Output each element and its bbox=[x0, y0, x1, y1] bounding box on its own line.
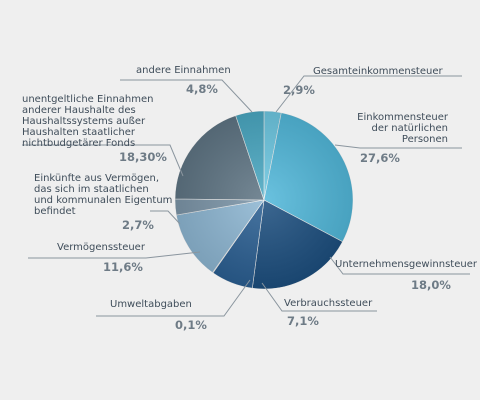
value-vermoegenssteuer: 11,6% bbox=[103, 260, 143, 274]
leader-line-7 bbox=[22, 144, 184, 177]
label-einkuenfte-aus-vermoegen: Einkünfte aus Vermögen, das sich im staa… bbox=[34, 173, 172, 217]
value-verbrauchssteuer: 7,1% bbox=[287, 314, 319, 328]
label-unentgeltliche-einnahmen: unentgeltliche Einnahmen anderer Haushal… bbox=[22, 94, 153, 149]
label-line: anderer Haushalte des bbox=[22, 105, 136, 116]
label-gesamteinkommensteuer: Gesamteinkommensteuer bbox=[313, 66, 443, 77]
leader-line-6 bbox=[150, 210, 181, 225]
leader-line-2 bbox=[329, 256, 470, 275]
label-andere-einnahmen: andere Einnahmen bbox=[136, 65, 231, 76]
value-einkuenfte-aus-vermoegen: 2,7% bbox=[122, 218, 154, 232]
label-line: nichtbudgetärer Fonds bbox=[22, 138, 136, 149]
label-line: der natürlichen bbox=[371, 123, 448, 134]
label-line: Einkommensteuer bbox=[357, 112, 448, 123]
label-line: Haushaltssystems außer bbox=[22, 116, 146, 127]
label-line: Haushalten staatlicher bbox=[22, 127, 135, 138]
value-unentgeltliche-einnahmen: 18,30% bbox=[119, 150, 167, 164]
label-einkommensteuer: Einkommensteuer der natürlichen Personen bbox=[330, 112, 448, 145]
leader-line-3 bbox=[261, 282, 377, 312]
label-vermoegenssteuer: Vermögenssteuer bbox=[57, 242, 145, 253]
label-line: das sich im staatlichen bbox=[34, 184, 149, 195]
value-andere-einnahmen: 4,8% bbox=[186, 82, 218, 96]
label-line: und kommunalen Eigentum bbox=[34, 195, 173, 206]
leader-line-1 bbox=[334, 144, 462, 149]
leader-line-4 bbox=[96, 279, 251, 317]
value-gesamteinkommensteuer: 2,9% bbox=[283, 83, 315, 97]
label-line: befindet bbox=[34, 206, 76, 217]
label-umweltabgaben: Umweltabgaben bbox=[110, 299, 192, 310]
label-unternehmensgewinnsteuer: Unternehmensgewinnsteuer bbox=[335, 259, 477, 270]
label-line: Personen bbox=[401, 134, 448, 145]
value-umweltabgaben: 0,1% bbox=[175, 318, 207, 332]
leader-line-0 bbox=[275, 75, 462, 113]
leader-line-8 bbox=[120, 79, 253, 113]
label-line: unentgeltliche Einnahmen bbox=[22, 94, 154, 105]
label-verbrauchssteuer: Verbrauchssteuer bbox=[284, 298, 373, 309]
leader-line-5 bbox=[28, 251, 201, 259]
value-einkommensteuer: 27,6% bbox=[360, 151, 400, 165]
value-unternehmensgewinnsteuer: 18,0% bbox=[411, 278, 451, 292]
label-line: Einkünfte aus Vermögen, bbox=[34, 173, 160, 184]
